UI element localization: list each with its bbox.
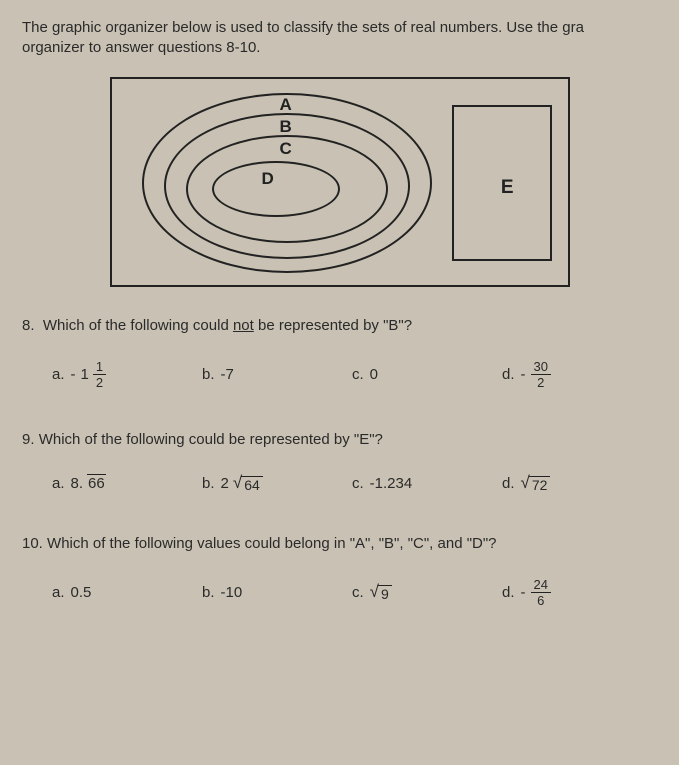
instruction-text: The graphic organizer below is used to c… xyxy=(22,18,657,59)
q10-b-val: -10 xyxy=(221,584,243,601)
label-E: E xyxy=(501,177,514,199)
q8-a-label: a. xyxy=(52,366,65,383)
q8-post: be represented by "B"? xyxy=(254,317,412,334)
q8-b-val: -7 xyxy=(221,366,234,383)
q10-c-label: c. xyxy=(352,584,364,601)
label-D: D xyxy=(262,169,274,189)
label-C: C xyxy=(280,139,292,159)
q10-prompt: 10. Which of the following values could … xyxy=(22,535,657,552)
q8-choices: a. -112 b. -7 c. 0 d. -302 xyxy=(22,360,657,389)
q8-d-label: d. xyxy=(502,366,515,383)
instruction-line2: organizer to answer questions 8-10. xyxy=(22,39,260,56)
q9-a-bar: 66 xyxy=(87,474,106,492)
instruction-line1: The graphic organizer below is used to c… xyxy=(22,19,584,36)
q9-text: Which of the following could be represen… xyxy=(39,431,383,448)
q8-a-whole: 1 xyxy=(81,366,89,383)
q9-c-label: c. xyxy=(352,475,364,492)
q8-d-frac: 302 xyxy=(531,360,551,389)
q10-number: 10. xyxy=(22,535,43,552)
q8-prompt: 8. Which of the following could not be r… xyxy=(22,317,657,334)
q8-a-sign: - xyxy=(71,366,76,383)
q9-d-label: d. xyxy=(502,475,515,492)
q10-choices: a. 0.5 b. -10 c. √9 d. -246 xyxy=(22,578,657,607)
q10-b-label: b. xyxy=(202,584,215,601)
q9-a-pre: 8. xyxy=(71,475,84,492)
q9-choice-b: b. 2√64 xyxy=(202,474,352,493)
q10-choice-a: a. 0.5 xyxy=(52,578,202,607)
real-numbers-rect: A B C D E xyxy=(110,77,570,287)
q8-b-label: b. xyxy=(202,366,215,383)
q8-d-sign: - xyxy=(521,366,526,383)
q9-b-coef: 2 xyxy=(221,475,229,492)
q10-choice-d: d. -246 xyxy=(502,578,652,607)
label-B: B xyxy=(280,117,292,137)
q9-choice-d: d. √72 xyxy=(502,474,652,493)
q8-not: not xyxy=(233,317,254,334)
question-10: 10. Which of the following values could … xyxy=(22,535,657,607)
q8-pre: Which of the following could xyxy=(43,317,233,334)
q10-d-sign: - xyxy=(521,584,526,601)
q10-choice-b: b. -10 xyxy=(202,578,352,607)
question-9: 9. Which of the following could be repre… xyxy=(22,431,657,493)
q8-choice-a: a. -112 xyxy=(52,360,202,389)
q9-number: 9. xyxy=(22,431,35,448)
q10-d-label: d. xyxy=(502,584,515,601)
q10-a-val: 0.5 xyxy=(71,584,92,601)
set-D-ellipse xyxy=(212,161,340,217)
q10-choice-c: c. √9 xyxy=(352,578,502,607)
q9-choice-c: c. -1.234 xyxy=(352,474,502,493)
label-A: A xyxy=(280,95,292,115)
q9-a-label: a. xyxy=(52,475,65,492)
q9-prompt: 9. Which of the following could be repre… xyxy=(22,431,657,448)
q9-d-sqrt: √72 xyxy=(521,474,551,493)
q8-c-label: c. xyxy=(352,366,364,383)
diagram-container: A B C D E xyxy=(22,77,657,287)
q9-b-label: b. xyxy=(202,475,215,492)
q10-text: Which of the following values could belo… xyxy=(47,535,497,552)
q8-choice-d: d. -302 xyxy=(502,360,652,389)
q8-choice-c: c. 0 xyxy=(352,360,502,389)
q8-choice-b: b. -7 xyxy=(202,360,352,389)
q9-c-val: -1.234 xyxy=(370,475,413,492)
q9-choices: a. 8.66 b. 2√64 c. -1.234 d. √72 xyxy=(22,474,657,493)
q10-d-frac: 246 xyxy=(531,578,551,607)
q9-b-sqrt: √64 xyxy=(233,474,263,493)
q10-c-sqrt: √9 xyxy=(370,583,392,602)
q8-c-val: 0 xyxy=(370,366,378,383)
q9-choice-a: a. 8.66 xyxy=(52,474,202,493)
question-8: 8. Which of the following could not be r… xyxy=(22,317,657,389)
q10-a-label: a. xyxy=(52,584,65,601)
q8-number: 8. xyxy=(22,317,35,334)
q8-a-frac: 12 xyxy=(93,360,106,389)
